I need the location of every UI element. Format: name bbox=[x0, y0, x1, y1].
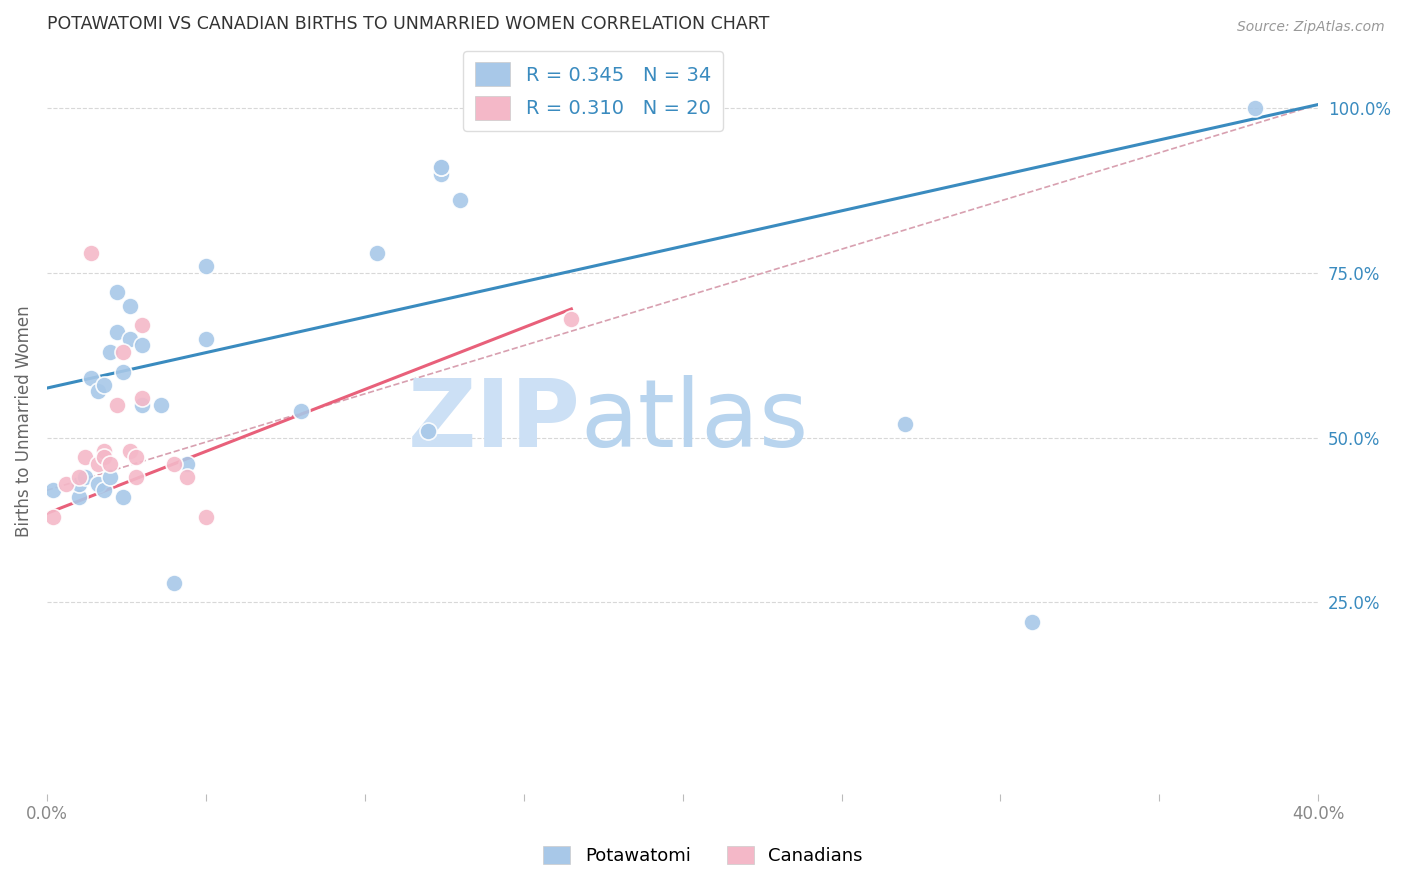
Point bbox=[163, 575, 186, 590]
Point bbox=[176, 457, 198, 471]
Text: Source: ZipAtlas.com: Source: ZipAtlas.com bbox=[1237, 20, 1385, 34]
Point bbox=[150, 398, 173, 412]
Text: atlas: atlas bbox=[581, 375, 808, 467]
Point bbox=[560, 311, 582, 326]
Point bbox=[176, 470, 198, 484]
Legend: Potawatomi, Canadians: Potawatomi, Canadians bbox=[536, 838, 870, 872]
Point bbox=[100, 344, 122, 359]
Point bbox=[80, 246, 103, 260]
Point bbox=[125, 450, 148, 465]
Point bbox=[430, 160, 453, 174]
Point bbox=[93, 443, 115, 458]
Point bbox=[73, 470, 96, 484]
Point bbox=[73, 450, 96, 465]
Point bbox=[105, 285, 128, 300]
Point bbox=[131, 398, 153, 412]
Point bbox=[418, 424, 440, 438]
Point bbox=[87, 384, 110, 399]
Point bbox=[105, 398, 128, 412]
Point bbox=[894, 417, 917, 432]
Point bbox=[93, 377, 115, 392]
Point bbox=[67, 470, 90, 484]
Point bbox=[131, 338, 153, 352]
Point bbox=[100, 470, 122, 484]
Point bbox=[131, 318, 153, 333]
Point bbox=[194, 509, 217, 524]
Point bbox=[42, 483, 65, 498]
Text: ZIP: ZIP bbox=[408, 375, 581, 467]
Point bbox=[105, 325, 128, 339]
Point bbox=[290, 404, 312, 418]
Point bbox=[112, 490, 135, 504]
Point bbox=[118, 332, 141, 346]
Point bbox=[93, 450, 115, 465]
Point bbox=[131, 391, 153, 405]
Point bbox=[194, 332, 217, 346]
Point bbox=[430, 160, 453, 174]
Point bbox=[87, 457, 110, 471]
Point bbox=[80, 371, 103, 385]
Point bbox=[125, 470, 148, 484]
Legend: R = 0.345   N = 34, R = 0.310   N = 20: R = 0.345 N = 34, R = 0.310 N = 20 bbox=[464, 51, 723, 131]
Point bbox=[118, 299, 141, 313]
Text: POTAWATOMI VS CANADIAN BIRTHS TO UNMARRIED WOMEN CORRELATION CHART: POTAWATOMI VS CANADIAN BIRTHS TO UNMARRI… bbox=[46, 15, 769, 33]
Point bbox=[194, 259, 217, 273]
Point bbox=[67, 490, 90, 504]
Point bbox=[93, 483, 115, 498]
Point bbox=[118, 443, 141, 458]
Point bbox=[112, 344, 135, 359]
Point bbox=[55, 476, 77, 491]
Point bbox=[430, 167, 453, 181]
Point bbox=[163, 457, 186, 471]
Point bbox=[87, 476, 110, 491]
Point bbox=[100, 457, 122, 471]
Point bbox=[1021, 615, 1043, 630]
Point bbox=[366, 246, 388, 260]
Point bbox=[1243, 101, 1265, 115]
Y-axis label: Births to Unmarried Women: Births to Unmarried Women bbox=[15, 305, 32, 537]
Point bbox=[112, 365, 135, 379]
Point bbox=[67, 476, 90, 491]
Point bbox=[449, 193, 471, 207]
Point bbox=[42, 509, 65, 524]
